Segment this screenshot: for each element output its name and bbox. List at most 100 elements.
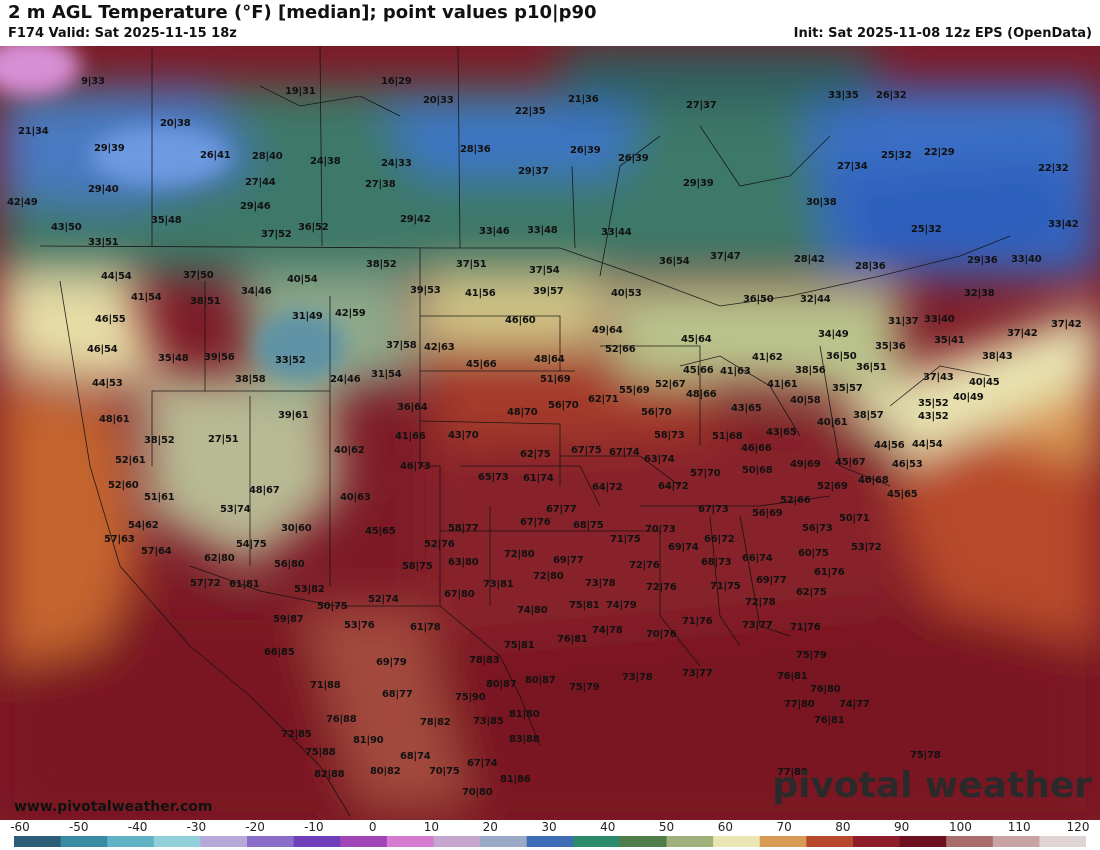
point-value: 35|48 [151,215,182,226]
point-value: 74|79 [606,600,637,611]
point-value: 52|60 [108,480,139,491]
point-value: 40|63 [340,492,371,503]
point-value: 72|80 [504,549,535,560]
point-value: 75|79 [796,650,827,661]
legend-tick: 110 [1007,820,1031,834]
point-value: 71|76 [790,622,821,633]
point-value: 65|73 [478,472,509,483]
point-value: 57|72 [190,578,221,589]
point-value: 77|80 [777,767,808,778]
point-value: 36|52 [298,222,329,233]
point-value: 43|65 [766,427,797,438]
point-value: 83|88 [509,734,540,745]
point-value: 43|70 [448,430,479,441]
legend-tick: -60 [10,820,30,834]
legend-color-segment [852,836,901,847]
point-value: 20|33 [423,95,454,106]
point-value: 44|56 [874,440,905,451]
point-value: 22|35 [515,106,546,117]
point-value: 33|42 [1048,219,1079,230]
point-value: 80|82 [370,766,401,777]
point-value: 70|76 [646,629,677,640]
point-value: 42|63 [424,342,455,353]
legend-ticks: -60 -50 -40 -30 -20 -10 0 10 20 30 40 50 60 70 80 90 100… [0,820,1100,834]
point-value: 33|46 [479,226,510,237]
point-value: 37|43 [923,372,954,383]
point-value: 52|76 [424,539,455,550]
point-value: 38|51 [190,296,221,307]
point-value: 21|36 [568,94,599,105]
point-value: 33|52 [275,355,306,366]
point-value: 64|72 [658,481,689,492]
legend-color-bar [14,836,1086,847]
point-value: 69|74 [668,542,699,553]
point-value: 69|77 [756,575,787,586]
point-value: 69|79 [376,657,407,668]
point-value: 20|38 [160,118,191,129]
point-value: 58|77 [448,523,479,534]
point-value: 22|29 [924,147,955,158]
legend-color-segment [619,836,668,847]
point-value: 77|80 [784,699,815,710]
legend-tick: 60 [717,820,733,834]
legend-color-segment [386,836,435,847]
point-value: 35|57 [832,383,863,394]
point-value: 52|66 [780,495,811,506]
point-value: 42|59 [335,308,366,319]
legend-tick: 0 [368,820,377,834]
point-value: 64|72 [592,482,623,493]
point-value: 56|80 [274,559,305,570]
legend-color-segment [759,836,807,847]
map-title: 2 m AGL Temperature (°F) [median]; point… [8,2,597,23]
legend-tick: -30 [186,820,207,834]
point-value: 68|73 [701,557,732,568]
legend-color-segment [107,836,155,847]
point-value: 27|51 [208,434,239,445]
point-value: 57|70 [690,468,721,479]
point-value: 41|56 [465,288,496,299]
point-value: 67|73 [698,504,729,515]
point-value: 51|68 [712,431,743,442]
point-value: 73|78 [585,578,616,589]
point-value: 27|38 [365,179,396,190]
valid-time: F174 Valid: Sat 2025-11-15 18z [8,26,237,41]
point-value: 37|52 [261,229,292,240]
point-value: 76|81 [557,634,588,645]
point-value: 24|33 [381,158,412,169]
legend-tick: 20 [482,820,498,834]
legend-tick: 10 [423,820,440,834]
legend-color-segment [666,836,714,847]
legend-color-segment [992,836,1040,847]
init-time: Init: Sat 2025-11-08 12z EPS (OpenData) [793,26,1092,41]
point-value: 76|81 [814,715,845,726]
point-value: 37|58 [386,340,417,351]
point-value: 36|64 [397,402,428,413]
point-value: 33|40 [1011,254,1042,265]
point-value: 71|75 [710,581,741,592]
point-value: 35|52 [918,398,949,409]
point-value: 50|68 [742,465,773,476]
point-value: 37|54 [529,265,560,276]
map-header: 2 m AGL Temperature (°F) [median]; point… [0,0,1100,46]
point-value: 54|75 [236,539,267,550]
point-value: 41|63 [720,366,751,377]
point-value: 73|81 [483,579,514,590]
point-value: 75|81 [569,600,600,611]
point-value: 63|74 [644,454,675,465]
point-value: 29|39 [683,178,714,189]
point-value: 61|76 [814,567,845,578]
website-url: www.pivotalweather.com [14,799,213,815]
point-value: 27|37 [686,100,717,111]
point-value: 36|54 [659,256,690,267]
point-value: 25|32 [881,150,912,161]
point-value: 38|43 [982,351,1013,362]
point-value: 75|90 [455,692,486,703]
point-value: 52|67 [655,379,686,390]
point-value: 62|75 [796,587,827,598]
point-value: 45|67 [835,457,866,468]
point-value: 51|61 [144,492,175,503]
point-value: 72|76 [629,560,660,571]
point-value: 35|36 [875,341,906,352]
point-value: 56|69 [752,508,783,519]
point-value: 46|60 [505,315,536,326]
